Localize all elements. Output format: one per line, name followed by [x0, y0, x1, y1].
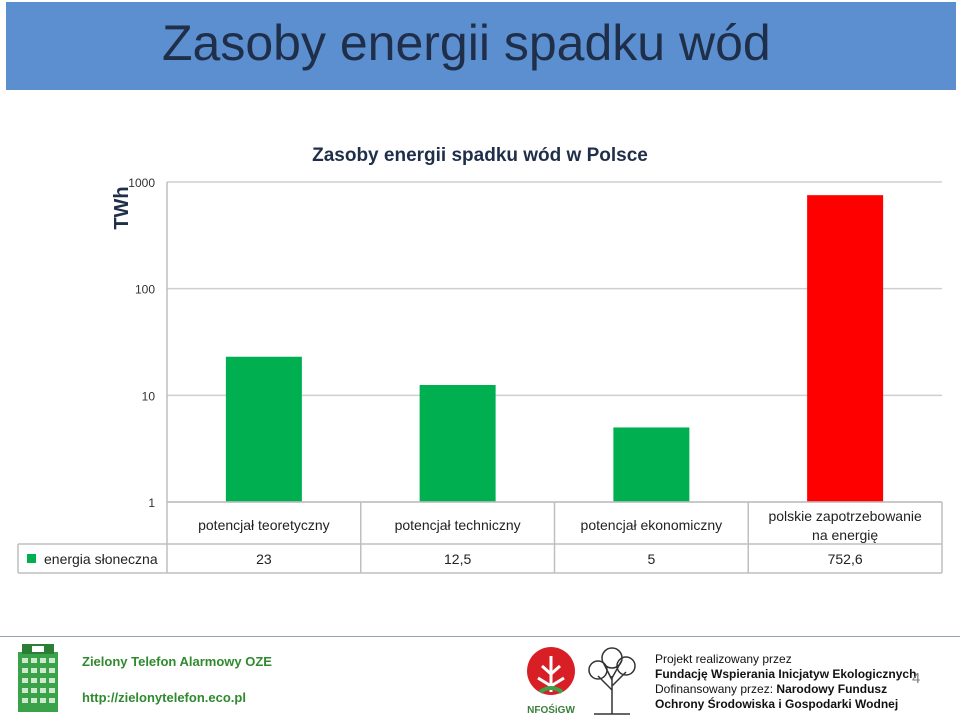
nfosigw-logo-text: NFOŚiGW	[527, 703, 575, 716]
legend-series-label: energia słoneczna	[44, 551, 158, 567]
footer-fund-name: Narodowy Fundusz	[776, 682, 888, 696]
footer-cofinanced-prefix: Dofinansowany przez:	[655, 682, 777, 696]
y-tick-label: 1000	[128, 176, 155, 190]
tree-logo-icon	[588, 647, 636, 715]
y-tick-label: 1	[148, 496, 155, 510]
footer-org-name: Zielony Telefon Alarmowy OZE	[82, 654, 272, 669]
bar	[613, 427, 690, 502]
chart-title: Zasoby energii spadku wód w Polsce	[312, 145, 648, 166]
x-category-label: potencjał techniczny	[395, 517, 521, 533]
page-number: 4	[912, 670, 921, 687]
footer-project-line: Projekt realizowany przez	[655, 652, 792, 666]
y-tick-label: 100	[135, 283, 155, 297]
x-category-label: potencjał teoretyczny	[198, 517, 330, 533]
nfosigw-logo-icon: NFOŚiGW	[527, 647, 575, 716]
building-logo-icon	[18, 644, 58, 712]
table-value: 23	[256, 551, 272, 567]
bar	[419, 384, 496, 502]
bar	[807, 195, 884, 502]
bar	[225, 356, 302, 502]
table-value: 12,5	[444, 551, 471, 567]
y-axis-label: TWh	[111, 186, 133, 229]
x-category-label: polskie zapotrzebowanie na energię	[768, 508, 922, 543]
footer-fund-name-cont: Ochrony Środowiska i Gospodarki Wodnej	[655, 697, 899, 711]
x-category-label: potencjał ekonomiczny	[581, 517, 723, 533]
bar-chart: Zasoby energii spadku wód w Polsce TWh 1…	[17, 145, 943, 574]
y-tick-label: 10	[142, 389, 156, 403]
footer-foundation: Fundację Wspierania Inicjatyw Ekologiczn…	[655, 667, 917, 681]
footer-url-link[interactable]: http://zielonytelefon.eco.pl	[82, 690, 246, 705]
footer-divider	[0, 636, 960, 637]
table-value: 5	[647, 551, 655, 567]
footer-cofinanced: Dofinansowany przez: Narodowy Fundusz	[655, 682, 887, 696]
legend-swatch	[27, 554, 36, 563]
title-bar	[6, 2, 956, 90]
table-value: 752,6	[828, 551, 863, 567]
slide-title: Zasoby energii spadku wód	[162, 15, 771, 71]
